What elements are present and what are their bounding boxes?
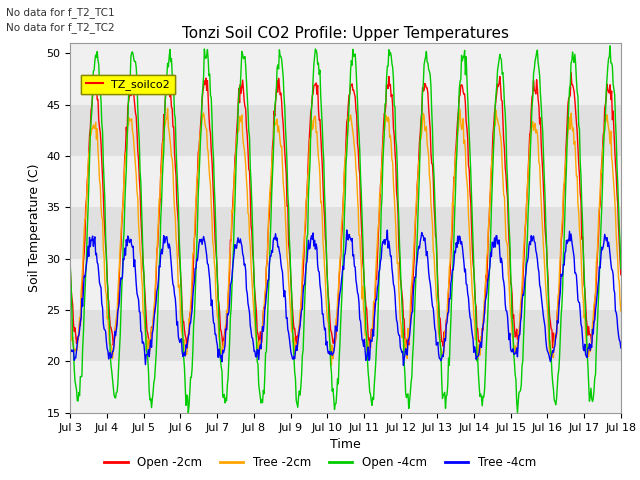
Tree -4cm bbox=[189, 293, 196, 299]
Bar bbox=[70, 105, 621, 156]
Tree -2cm bbox=[617, 308, 625, 314]
Open -4cm bbox=[429, 159, 437, 165]
Tree -2cm bbox=[77, 314, 84, 320]
Open -4cm bbox=[606, 43, 614, 48]
Title: Tonzi Soil CO2 Profile: Upper Temperatures: Tonzi Soil CO2 Profile: Upper Temperatur… bbox=[182, 25, 509, 41]
X-axis label: Time: Time bbox=[330, 438, 361, 451]
Tree -2cm bbox=[190, 251, 198, 257]
Open -2cm bbox=[189, 278, 196, 284]
Tree -4cm bbox=[343, 227, 351, 233]
Open -2cm bbox=[67, 269, 74, 275]
Open -2cm bbox=[218, 334, 226, 340]
Legend: TZ_soilco2: TZ_soilco2 bbox=[81, 74, 175, 95]
Open -4cm bbox=[219, 394, 227, 399]
Open -4cm bbox=[190, 322, 198, 327]
Open -4cm bbox=[184, 410, 192, 416]
Open -2cm bbox=[567, 70, 575, 76]
Text: No data for f_T2_TC1: No data for f_T2_TC1 bbox=[6, 7, 115, 18]
Line: Open -4cm: Open -4cm bbox=[70, 46, 621, 413]
Open -4cm bbox=[133, 79, 141, 85]
Bar bbox=[70, 310, 621, 361]
Tree -2cm bbox=[133, 190, 141, 195]
Tree -2cm bbox=[164, 106, 172, 111]
Tree -2cm bbox=[219, 346, 227, 352]
Open -2cm bbox=[413, 207, 420, 213]
Tree -4cm bbox=[218, 359, 226, 365]
Tree -2cm bbox=[414, 174, 422, 180]
Open -2cm bbox=[617, 272, 625, 277]
Tree -4cm bbox=[399, 362, 407, 368]
Open -4cm bbox=[617, 265, 625, 271]
Legend: Open -2cm, Tree -2cm, Open -4cm, Tree -4cm: Open -2cm, Tree -2cm, Open -4cm, Tree -4… bbox=[99, 452, 541, 474]
Bar bbox=[70, 207, 621, 259]
Tree -4cm bbox=[617, 345, 625, 351]
Tree -2cm bbox=[430, 252, 438, 258]
Open -2cm bbox=[77, 323, 84, 328]
Tree -2cm bbox=[328, 362, 335, 368]
Y-axis label: Soil Temperature (C): Soil Temperature (C) bbox=[28, 164, 41, 292]
Line: Tree -2cm: Tree -2cm bbox=[70, 108, 621, 365]
Tree -4cm bbox=[430, 315, 438, 321]
Open -4cm bbox=[67, 265, 74, 271]
Open -2cm bbox=[133, 130, 141, 135]
Tree -4cm bbox=[77, 319, 84, 324]
Text: No data for f_T2_TC2: No data for f_T2_TC2 bbox=[6, 22, 115, 33]
Tree -4cm bbox=[414, 249, 422, 254]
Open -4cm bbox=[77, 373, 84, 379]
Open -2cm bbox=[549, 345, 557, 351]
Tree -2cm bbox=[67, 310, 74, 316]
Line: Open -2cm: Open -2cm bbox=[70, 73, 621, 348]
Line: Tree -4cm: Tree -4cm bbox=[70, 230, 621, 365]
Tree -4cm bbox=[133, 291, 141, 297]
Open -4cm bbox=[413, 236, 421, 242]
Tree -4cm bbox=[67, 349, 74, 355]
Open -2cm bbox=[429, 161, 436, 167]
